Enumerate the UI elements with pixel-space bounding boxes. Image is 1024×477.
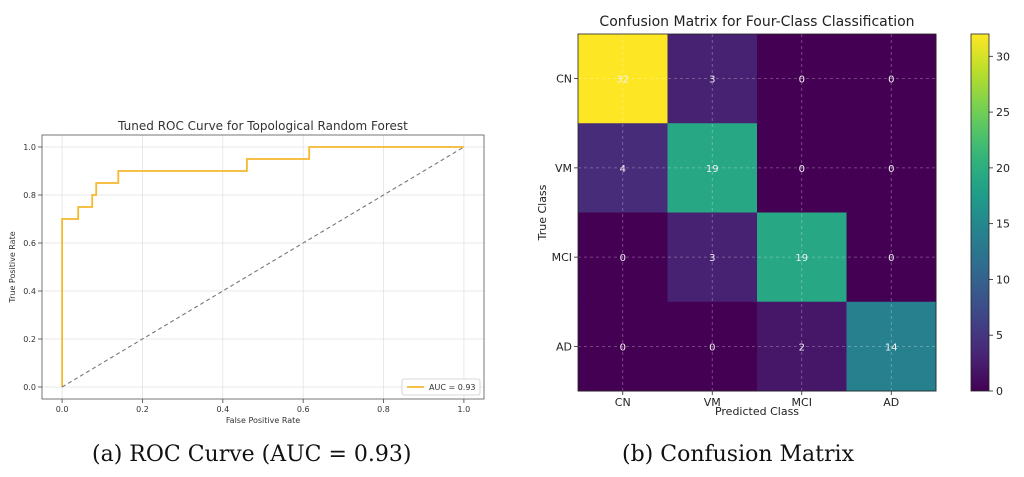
cm-cell <box>757 34 847 124</box>
cm-cell-value: 14 <box>885 342 898 353</box>
cm-tick-label-x: VM <box>704 396 721 409</box>
colorbar-tick-label: 10 <box>996 273 1010 286</box>
cm-tick-label-x: MCI <box>792 396 812 409</box>
cm-cell <box>846 34 937 124</box>
roc-tick-label-x: 1.0 <box>458 405 471 414</box>
roc-tick-label-y: 0.0 <box>23 383 36 392</box>
cm-cell-value: 19 <box>706 164 719 175</box>
cm-cell-value: 0 <box>709 342 715 353</box>
cm-cell <box>578 34 668 124</box>
colorbar-tick-label: 0 <box>996 385 1003 398</box>
roc-tick-label-x: 0.0 <box>56 405 69 414</box>
cm-tick-label-y: CN <box>556 73 572 86</box>
caption-roc: (a) ROC Curve (AUC = 0.93) <box>92 442 412 467</box>
cm-tick-label-x: AD <box>883 396 899 409</box>
roc-tick-label-y: 0.6 <box>23 239 36 248</box>
roc-chance-line <box>61 146 465 388</box>
roc-tick-label-y: 0.8 <box>23 191 36 200</box>
roc-tick-label-x: 0.6 <box>297 405 310 414</box>
cm-cell-value: 2 <box>799 342 805 353</box>
cm-frame <box>577 33 937 392</box>
colorbar-tick-label: 30 <box>996 50 1010 63</box>
roc-y-axis-label: True Positive Rate <box>8 231 17 303</box>
roc-legend-box <box>401 378 481 396</box>
cm-tick-label-y: MCI <box>552 251 572 264</box>
cm-cell-value: 32 <box>616 75 629 86</box>
roc-curve-line <box>61 146 464 387</box>
roc-tick-label-y: 1.0 <box>23 143 36 152</box>
roc-plot-frame <box>41 134 485 400</box>
caption-confusion: (b) Confusion Matrix <box>622 442 854 467</box>
roc-tick-label-x: 0.8 <box>377 405 390 414</box>
roc-tick-label-y: 0.4 <box>23 287 36 296</box>
cm-cell <box>757 301 847 392</box>
colorbar-tick-label: 5 <box>996 329 1003 342</box>
cm-cell <box>667 123 758 213</box>
cm-cell-value: 4 <box>620 164 626 175</box>
cm-cell-value: 0 <box>799 75 805 86</box>
cm-cell-value: 0 <box>620 342 626 353</box>
cm-title: Confusion Matrix for Four-Class Classifi… <box>599 14 914 30</box>
cm-y-axis-label: True Class <box>536 184 549 241</box>
cm-cell <box>578 301 668 392</box>
cm-cell <box>667 34 758 124</box>
cm-cell-value: 0 <box>888 75 894 86</box>
cm-cell <box>846 212 937 303</box>
cm-cell <box>846 301 937 392</box>
roc-tick-label-x: 0.2 <box>136 405 149 414</box>
cm-cell <box>846 123 937 213</box>
colorbar-tick-label: 15 <box>996 218 1010 231</box>
cm-tick-label-y: AD <box>556 340 572 353</box>
roc-legend-label: AUC = 0.93 <box>429 383 476 392</box>
roc-title: Tuned ROC Curve for Topological Random F… <box>117 119 408 133</box>
roc-tick-label-x: 0.4 <box>216 405 229 414</box>
cm-cell-value: 0 <box>620 253 626 264</box>
cm-cell <box>578 212 668 303</box>
cm-cell <box>667 301 758 392</box>
cm-cell <box>667 212 758 303</box>
cm-cell-value: 0 <box>888 164 894 175</box>
cm-cell <box>578 123 668 213</box>
cm-tick-label-x: CN <box>615 396 631 409</box>
cm-cell <box>757 123 847 213</box>
cm-cell-value: 3 <box>709 75 715 86</box>
cm-cell-value: 3 <box>709 253 715 264</box>
colorbar-tick-label: 20 <box>996 162 1010 175</box>
cm-cell-value: 19 <box>795 253 808 264</box>
roc-tick-label-y: 0.2 <box>23 335 36 344</box>
roc-x-axis-label: False Positive Rate <box>226 416 300 425</box>
cm-cell <box>757 212 847 303</box>
cm-cell-value: 0 <box>888 253 894 264</box>
cm-tick-label-y: VM <box>555 162 572 175</box>
cm-x-axis-label: Predicted Class <box>715 405 799 418</box>
cm-cell-value: 0 <box>799 164 805 175</box>
colorbar <box>970 33 990 392</box>
colorbar-tick-label: 25 <box>996 106 1010 119</box>
